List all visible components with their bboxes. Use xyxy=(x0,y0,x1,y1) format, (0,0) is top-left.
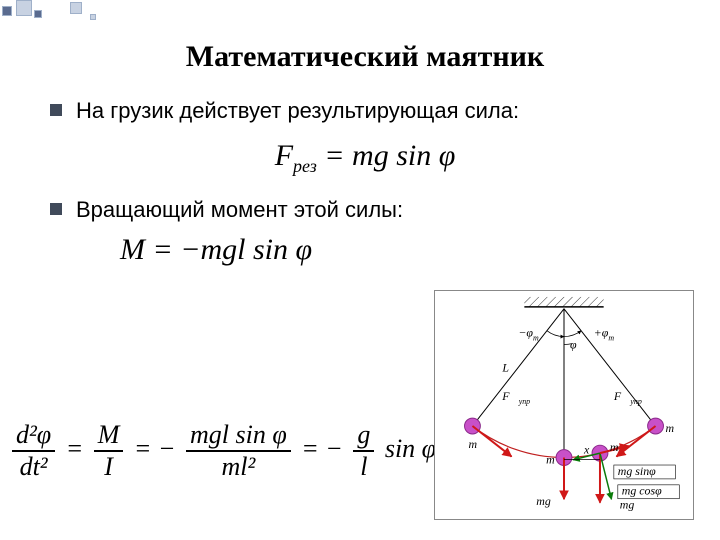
slide-title: Математический маятник xyxy=(50,40,680,74)
svg-text:φ: φ xyxy=(570,337,577,351)
formula-resultant-force: Fрез = mg sin φ xyxy=(50,136,680,177)
deco-square xyxy=(90,14,96,20)
bullet-1-text: На грузик действует результирующая сила: xyxy=(76,98,519,124)
f2-eq: M = −mgl sin φ xyxy=(120,233,312,267)
f1-sub: рез xyxy=(293,156,317,176)
svg-text:mg⃗: mg⃗ xyxy=(536,494,560,508)
svg-text:m: m xyxy=(665,421,674,435)
formula-angular-accel: d²φ dt² = M I = − mgl sin φ ml² = − g l … xyxy=(8,420,436,482)
f3-g-over-l: g l xyxy=(353,420,374,482)
svg-text:F⃗упр: F⃗упр xyxy=(613,389,642,406)
svg-text:m: m xyxy=(610,440,619,454)
svg-text:+φm: +φm xyxy=(594,326,615,343)
svg-text:mg sinφ: mg sinφ xyxy=(618,464,656,478)
svg-text:F⃗упр: F⃗упр xyxy=(501,389,530,406)
slide-content: Математический маятник На грузик действу… xyxy=(0,32,720,281)
svg-text:mg⃗: mg⃗ xyxy=(620,498,644,512)
deco-square xyxy=(34,10,42,18)
pendulum-svg: −φm φ +φm Lm m m m x F⃗упр F⃗упр mg⃗ mg⃗ mg sinφ mg c… xyxy=(435,291,693,519)
bullet-square-icon xyxy=(50,203,62,215)
slide-decoration xyxy=(0,0,720,32)
ceiling-hatch xyxy=(524,297,603,307)
f1-rhs: = mg sin φ xyxy=(324,139,455,172)
svg-text:L: L xyxy=(501,360,509,374)
bullet-1: На грузик действует результирующая сила: xyxy=(50,98,680,124)
pendulum-diagram: −φm φ +φm Lm m m m x F⃗упр F⃗упр mg⃗ mg⃗ mg sinφ mg c… xyxy=(434,290,694,520)
f3-expanded: mgl sin φ ml² xyxy=(186,420,291,482)
f3-lhs: d²φ dt² xyxy=(12,420,55,482)
diagram-labels: −φm φ +φm Lm m m m x F⃗упр F⃗упр mg⃗ mg⃗ mg sinφ mg c… xyxy=(468,326,679,512)
bullet-2-text: Вращающий момент этой силы: xyxy=(76,197,403,223)
svg-text:m: m xyxy=(546,452,555,466)
svg-text:x: x xyxy=(583,443,590,457)
bullet-square-icon xyxy=(50,104,62,116)
pendulum-strings xyxy=(472,309,655,458)
svg-text:m: m xyxy=(468,437,477,451)
svg-text:−φm: −φm xyxy=(518,326,539,343)
deco-square xyxy=(2,6,12,16)
f1-var: F xyxy=(275,139,293,172)
svg-text:mg cosφ: mg cosφ xyxy=(622,484,662,498)
formula-torque: M = −mgl sin φ xyxy=(50,233,680,267)
deco-square xyxy=(16,0,32,16)
bullet-2: Вращающий момент этой силы: xyxy=(50,197,680,223)
f3-m-over-i: M I xyxy=(94,420,124,482)
deco-square xyxy=(70,2,82,14)
